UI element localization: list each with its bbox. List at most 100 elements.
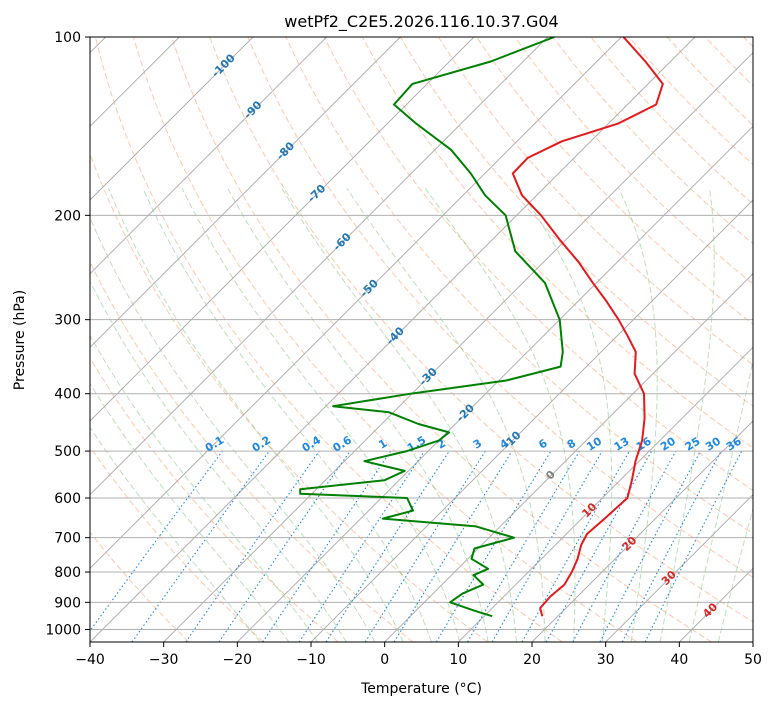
mixing-ratio-line xyxy=(521,450,630,642)
x-tick-label: 20 xyxy=(523,652,541,668)
isotherm xyxy=(90,37,475,422)
moist-adiabat xyxy=(227,187,489,642)
mixing-ratio-line xyxy=(644,450,743,642)
dry-adiabat xyxy=(743,37,753,48)
pressure-gridlines xyxy=(90,37,753,630)
mixing-ratio-line xyxy=(218,450,351,642)
dry-adiabat xyxy=(90,260,414,642)
y-tick-label: 600 xyxy=(54,491,81,507)
isotherm xyxy=(678,567,753,642)
moist-adiabat xyxy=(659,188,715,642)
mixing-ratio-label: 8 xyxy=(565,437,578,452)
moist-adiabat xyxy=(108,188,404,642)
plot-frame xyxy=(89,36,754,643)
dry-adiabat xyxy=(90,531,190,642)
x-tick-label: 0 xyxy=(380,652,389,668)
isotherm xyxy=(752,641,753,642)
mixing-ratio-line xyxy=(185,450,320,642)
dry-adiabat xyxy=(90,356,339,642)
isotherm xyxy=(531,420,753,642)
dry-adiabat xyxy=(94,37,563,642)
dry-adiabat xyxy=(209,37,753,623)
chart-title: wetPf2_C2E5.2026.116.10.37.G04 xyxy=(284,12,558,32)
moist-adiabat xyxy=(688,358,753,642)
mixing-ratio-line xyxy=(325,450,450,642)
y-tick-label: 500 xyxy=(54,444,81,460)
y-tick-label: 1000 xyxy=(45,622,81,638)
moist-adiabat xyxy=(346,187,546,642)
moist-adiabat xyxy=(142,187,432,642)
dry-adiabat xyxy=(247,37,753,578)
y-tick-label: 200 xyxy=(54,208,81,224)
moist-adiabat xyxy=(618,187,658,642)
x-tick-label: 40 xyxy=(670,652,688,668)
isotherm xyxy=(90,37,696,642)
isotherm xyxy=(163,51,753,642)
moist-adiabat xyxy=(424,187,576,642)
temperature-profile-line xyxy=(511,37,664,617)
mixing-ratio-label: 6 xyxy=(536,436,550,451)
dry-adiabat xyxy=(704,37,753,87)
mixing-ratio-line xyxy=(90,450,223,632)
mixing-ratio-line xyxy=(262,450,392,642)
y-axis-title: Pressure (hPa) xyxy=(12,290,28,390)
mixing-ratio-line xyxy=(572,450,677,642)
moist-adiabat xyxy=(281,187,517,642)
moist-adiabat xyxy=(90,280,347,642)
dry-adiabat xyxy=(666,37,753,126)
x-tick-label: −30 xyxy=(149,652,179,668)
isotherm-label: -80 xyxy=(274,139,297,162)
isotherm-label: 0 xyxy=(543,468,558,483)
moist-adiabat xyxy=(181,187,461,642)
y-tick-label: 100 xyxy=(54,30,81,46)
dry-adiabat xyxy=(590,37,753,205)
x-axis: −40 −30 −20 −10 0 10 20 30 40 50 xyxy=(75,642,762,668)
mixing-ratio-line xyxy=(599,450,701,642)
mixing-ratio-label: 3 xyxy=(471,437,484,452)
x-tick-label: −10 xyxy=(296,652,326,668)
dewpoint-profile-line xyxy=(299,37,564,618)
isotherm-label: -50 xyxy=(358,276,381,299)
moist-adiabat xyxy=(517,187,613,642)
dry-adiabat xyxy=(90,446,264,642)
dry-adiabat xyxy=(132,37,638,642)
dry-adiabat xyxy=(437,37,753,366)
isotherm xyxy=(90,37,254,201)
background-lines xyxy=(90,37,753,642)
y-tick-label: 700 xyxy=(54,531,81,547)
x-tick-label: 30 xyxy=(597,652,615,668)
mixing-ratio-line xyxy=(435,450,552,642)
x-tick-label: −40 xyxy=(75,652,105,668)
isotherm xyxy=(605,493,753,642)
x-axis-title: Temperature (°C) xyxy=(360,681,482,697)
moist-adiabat xyxy=(717,507,753,642)
x-tick-label: 50 xyxy=(744,652,762,668)
isotherm xyxy=(90,37,622,570)
profile-series xyxy=(299,37,664,618)
dry-adiabat xyxy=(361,37,753,449)
y-axis: 100 200 300 400 500 600 700 800 900 1000 xyxy=(45,30,90,638)
isotherm xyxy=(90,37,328,275)
y-tick-label: 300 xyxy=(54,313,81,329)
isotherm xyxy=(384,272,753,642)
y-tick-label: 800 xyxy=(54,565,81,581)
x-tick-label: −20 xyxy=(223,652,253,668)
y-tick-label: 400 xyxy=(54,387,81,403)
moist-adiabat xyxy=(90,382,290,642)
isotherm xyxy=(457,346,753,642)
isotherm xyxy=(310,199,753,642)
mixing-ratio-line xyxy=(393,450,513,642)
mixing-ratio-line xyxy=(545,450,653,642)
isotherm-label: -20 xyxy=(454,401,477,424)
dry-adiabat xyxy=(285,37,753,535)
moist-adiabat xyxy=(90,216,376,642)
dry-adiabat xyxy=(399,37,753,407)
moist-adiabat xyxy=(90,334,319,642)
isotherm xyxy=(90,37,401,349)
dry-adiabat xyxy=(514,37,753,285)
dry-adiabat xyxy=(90,152,488,642)
isotherm xyxy=(236,125,753,642)
mixing-ratio-label: 0.2 xyxy=(250,433,273,454)
